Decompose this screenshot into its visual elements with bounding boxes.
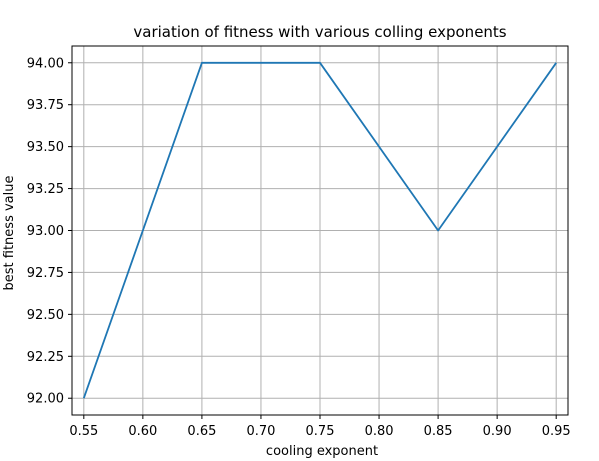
x-axis-label: cooling exponent	[266, 444, 378, 459]
plot-frame	[71, 45, 569, 416]
y-tick-label: 93.25	[27, 182, 64, 197]
y-tick-label: 93.50	[27, 140, 64, 155]
y-axis-label: best fitness value	[2, 176, 17, 291]
x-tick-label: 0.70	[246, 424, 275, 439]
x-tick-label: 0.90	[483, 424, 512, 439]
y-tick-label: 92.75	[27, 266, 64, 281]
y-tick-label: 93.75	[27, 98, 64, 113]
y-tick-label: 92.25	[27, 350, 64, 365]
x-tick-label: 0.55	[69, 424, 98, 439]
x-tick-label: 0.60	[128, 424, 157, 439]
x-tick-label: 0.95	[542, 424, 571, 439]
x-tick-label: 0.85	[424, 424, 453, 439]
x-tick-label: 0.75	[306, 424, 335, 439]
y-tick-label: 92.50	[27, 308, 64, 323]
y-tick-label: 93.00	[27, 224, 64, 239]
x-tick-label: 0.80	[365, 424, 394, 439]
grid-lines	[72, 46, 568, 415]
y-tick-label: 92.00	[27, 392, 64, 407]
x-tick-label: 0.65	[187, 424, 216, 439]
y-axis-ticks: 92.00 92.25 92.50 92.75 93.00 93.25 93.50 93.75…	[27, 56, 72, 407]
x-axis-ticks: 0.55 0.60 0.65 0.70 0.75 0.80 0.85 0.90 0.95	[69, 415, 571, 439]
series-line	[82, 61, 557, 399]
y-tick-label: 94.00	[27, 56, 64, 71]
chart-title: variation of fitness with various collin…	[133, 23, 506, 41]
